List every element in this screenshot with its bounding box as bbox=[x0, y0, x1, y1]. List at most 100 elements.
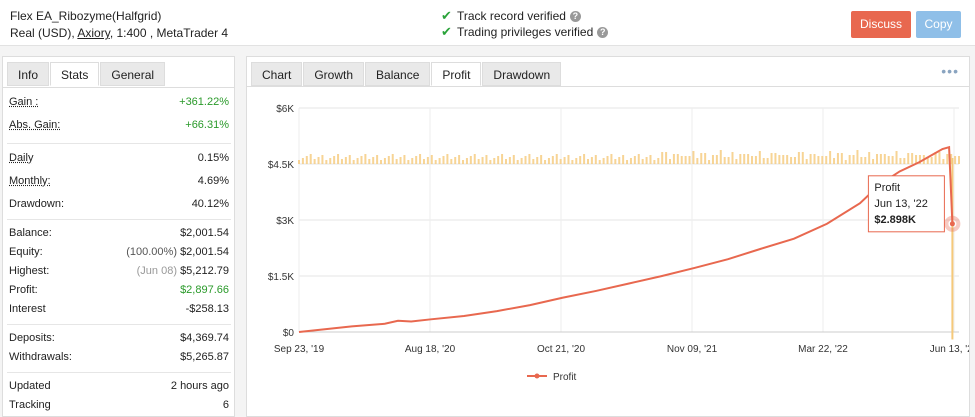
secondary-bar bbox=[473, 154, 476, 164]
secondary-bar bbox=[575, 158, 578, 164]
copy-button[interactable]: Copy bbox=[916, 11, 961, 38]
help-icon[interactable]: ? bbox=[597, 26, 609, 38]
secondary-bar bbox=[626, 160, 629, 164]
stat-deposits: Deposits: $4,369.74 bbox=[9, 332, 229, 344]
secondary-bar bbox=[645, 157, 648, 164]
secondary-bar bbox=[930, 157, 933, 164]
profit-line bbox=[298, 145, 954, 333]
tab-stats[interactable]: Stats bbox=[50, 62, 100, 86]
secondary-bar bbox=[567, 155, 570, 164]
secondary-bar bbox=[434, 160, 437, 164]
stat-daily: Daily 0.15% bbox=[9, 152, 229, 164]
secondary-bar bbox=[411, 158, 414, 164]
secondary-bar bbox=[321, 155, 324, 164]
secondary-bar bbox=[395, 159, 398, 164]
x-tick-label: Sep 23, '19 bbox=[274, 344, 325, 355]
secondary-bar bbox=[899, 158, 902, 164]
stats-tabs: Info Stats General bbox=[7, 62, 166, 86]
secondary-bar bbox=[559, 159, 562, 164]
secondary-bar bbox=[786, 155, 789, 164]
divider bbox=[7, 324, 231, 325]
tab-chart[interactable]: Chart bbox=[251, 62, 303, 86]
track-record-verified: ✔ Track record verified ? bbox=[441, 8, 581, 24]
secondary-bar bbox=[840, 153, 843, 164]
secondary-bar bbox=[497, 156, 500, 164]
secondary-bar bbox=[641, 159, 644, 164]
secondary-bar bbox=[544, 160, 547, 164]
secondary-bar bbox=[875, 154, 878, 164]
secondary-bar bbox=[649, 155, 652, 164]
secondary-bar bbox=[583, 154, 586, 164]
divider bbox=[7, 143, 231, 144]
secondary-bar bbox=[333, 156, 336, 164]
tab-profit[interactable]: Profit bbox=[431, 62, 482, 86]
secondary-bar bbox=[684, 156, 687, 164]
secondary-bar bbox=[852, 155, 855, 164]
tab-drawdown[interactable]: Drawdown bbox=[482, 62, 562, 86]
y-tick-label: $4.5K bbox=[268, 160, 294, 171]
secondary-bar bbox=[887, 156, 890, 164]
stat-gain: Gain : +361.22% bbox=[9, 96, 229, 108]
secondary-bar bbox=[450, 159, 453, 164]
secondary-bar bbox=[383, 158, 386, 164]
secondary-bar-spike bbox=[951, 158, 954, 340]
secondary-bar bbox=[329, 158, 332, 164]
secondary-bar bbox=[391, 154, 394, 164]
account-header: Flex EA_Ribozyme(Halfgrid) Real (USD), A… bbox=[0, 0, 975, 46]
more-options-icon[interactable]: ••• bbox=[941, 63, 959, 79]
secondary-bar bbox=[504, 159, 507, 164]
secondary-bar bbox=[547, 158, 550, 164]
secondary-bar bbox=[817, 156, 820, 164]
tab-growth[interactable]: Growth bbox=[303, 62, 365, 86]
secondary-bar bbox=[629, 158, 632, 164]
secondary-bar bbox=[829, 151, 832, 164]
stat-profit: Profit: $2,897.66 bbox=[9, 284, 229, 296]
stat-interest: Interest -$258.13 bbox=[9, 303, 229, 315]
secondary-bar bbox=[883, 154, 886, 164]
secondary-bar bbox=[528, 154, 531, 164]
secondary-bar bbox=[368, 159, 371, 164]
tab-general[interactable]: General bbox=[100, 62, 166, 86]
secondary-bar bbox=[469, 156, 472, 164]
secondary-bar bbox=[946, 154, 949, 164]
tab-balance[interactable]: Balance bbox=[365, 62, 431, 86]
secondary-bar bbox=[407, 160, 410, 164]
y-tick-label: $6K bbox=[276, 104, 294, 115]
secondary-bar bbox=[661, 152, 664, 164]
secondary-bar bbox=[856, 150, 859, 164]
secondary-bar bbox=[614, 159, 617, 164]
secondary-bar bbox=[520, 158, 523, 164]
help-icon[interactable]: ? bbox=[569, 10, 581, 22]
secondary-bar bbox=[594, 155, 597, 164]
secondary-bar bbox=[747, 154, 750, 164]
y-tick-label: $0 bbox=[283, 328, 295, 339]
secondary-bar bbox=[372, 157, 375, 164]
secondary-bar bbox=[954, 156, 957, 164]
secondary-bar bbox=[637, 154, 640, 164]
secondary-bar bbox=[313, 159, 316, 164]
secondary-bar bbox=[501, 154, 504, 164]
secondary-bar bbox=[669, 159, 672, 164]
secondary-bar bbox=[454, 157, 457, 164]
y-tick-label: $1.5K bbox=[268, 272, 294, 283]
secondary-bar bbox=[305, 156, 308, 164]
secondary-bar bbox=[563, 157, 566, 164]
discuss-button[interactable]: Discuss bbox=[851, 11, 911, 38]
broker-link[interactable]: Axiory bbox=[77, 26, 110, 40]
secondary-bar bbox=[680, 156, 683, 164]
chart-tabs: Chart Growth Balance Profit Drawdown bbox=[251, 62, 562, 86]
chart-panel: Chart Growth Balance Profit Drawdown •••… bbox=[246, 56, 970, 417]
stat-updated: Updated 2 hours ago bbox=[9, 380, 229, 392]
hover-point-halo bbox=[944, 215, 961, 232]
tooltip-box bbox=[867, 175, 945, 233]
secondary-bar bbox=[723, 157, 726, 164]
secondary-bar bbox=[915, 155, 918, 164]
secondary-bar bbox=[754, 156, 757, 164]
tab-info[interactable]: Info bbox=[7, 62, 50, 86]
secondary-bar bbox=[743, 154, 746, 164]
secondary-bar bbox=[762, 158, 765, 164]
secondary-bar bbox=[934, 152, 937, 164]
secondary-bar bbox=[298, 160, 300, 164]
secondary-bar bbox=[458, 155, 461, 164]
secondary-bar bbox=[770, 153, 773, 164]
